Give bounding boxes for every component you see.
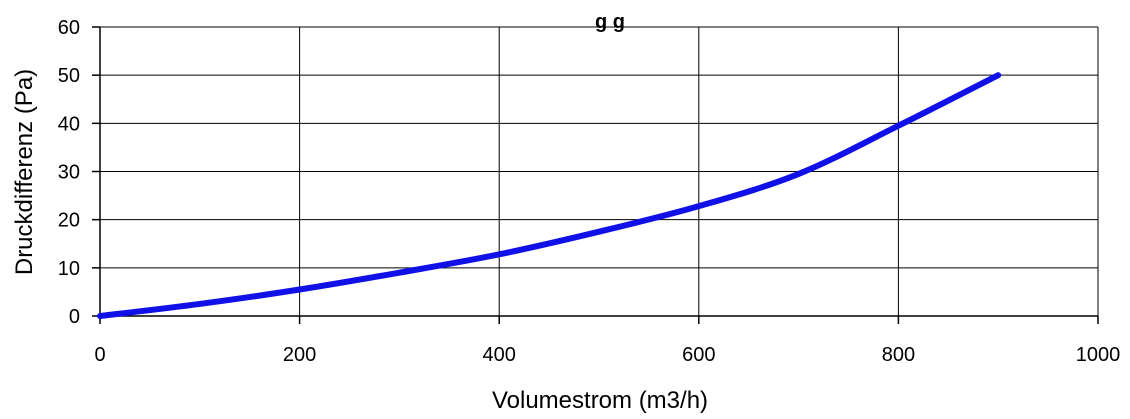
y-tick-label: 40 <box>58 113 80 135</box>
x-tick-label: 1000 <box>1076 344 1121 366</box>
x-tick-label: 800 <box>882 344 915 366</box>
y-tick-label: 10 <box>58 258 80 280</box>
y-tick-label: 30 <box>58 162 80 184</box>
series <box>97 72 1002 319</box>
ticks: 0 200 400 600 800 1000 0 10 20 30 40 50 60 <box>58 17 1121 366</box>
x-tick-label: 0 <box>94 344 105 366</box>
x-tick-label: 200 <box>283 344 316 366</box>
y-tick-label: 0 <box>69 306 80 328</box>
series-line <box>97 72 1002 319</box>
y-tick-label: 20 <box>58 210 80 232</box>
x-tick-label: 400 <box>483 344 516 366</box>
x-tick-label: 600 <box>682 344 715 366</box>
chart-title: g g <box>595 11 625 33</box>
y-tick-label: 60 <box>58 17 80 39</box>
grid <box>100 26 1099 316</box>
x-axis-label: Volumestrom (m3/h) <box>492 387 708 414</box>
y-tick-label: 50 <box>58 65 80 87</box>
y-axis-label: Druckdifferenz (Pa) <box>11 69 38 275</box>
